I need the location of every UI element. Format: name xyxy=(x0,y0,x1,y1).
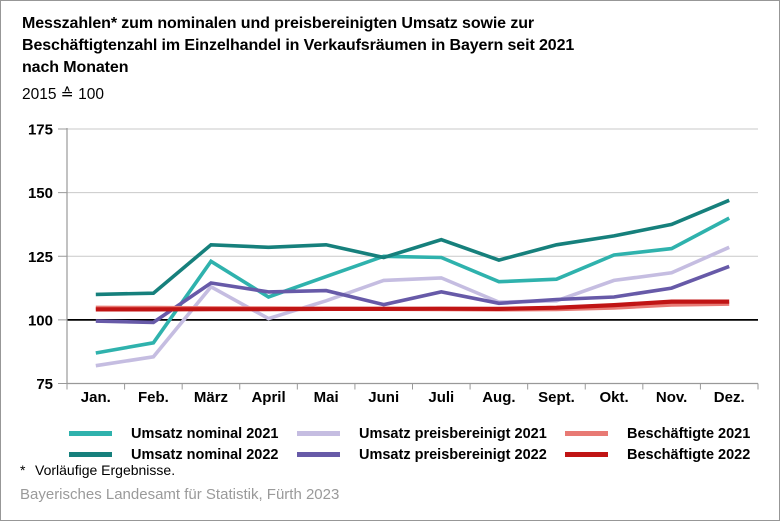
x-month-label-7: Juli xyxy=(428,389,454,406)
footnote: * Vorläufige Ergebnisse. xyxy=(20,462,175,478)
legend-swatch xyxy=(297,431,340,436)
legend-swatch xyxy=(69,431,112,436)
legend-label: Beschäftigte 2022 xyxy=(627,446,751,463)
legend-label: Beschäftigte 2021 xyxy=(627,425,751,442)
y-tick-label-175: 175 xyxy=(28,122,53,139)
source-note: Bayerisches Landesamt für Statistik, Für… xyxy=(20,486,340,503)
footnote-text: Vorläufige Ergebnisse. xyxy=(35,462,176,478)
x-month-label-9: Sept. xyxy=(538,389,575,406)
legend-item-umsatz-nominal-2021: Umsatz nominal 2021 xyxy=(69,425,278,442)
legend-item-umsatz-preisbereinigt-2022: Umsatz preisbereinigt 2022 xyxy=(297,446,547,463)
x-month-label-6: Juni xyxy=(368,389,399,406)
x-month-label-12: Dez. xyxy=(714,389,745,406)
x-month-label-8: Aug. xyxy=(482,389,515,406)
series-line-umsatz-nominal-2022 xyxy=(95,198,730,297)
x-month-label-10: Okt. xyxy=(599,389,628,406)
legend-swatch xyxy=(565,431,608,436)
series-line-umsatz-preisbereinigt-2022 xyxy=(95,264,730,325)
legend-label: Umsatz preisbereinigt 2021 xyxy=(359,425,547,442)
y-tick-label-100: 100 xyxy=(28,312,53,329)
y-tick-label-125: 125 xyxy=(28,249,53,266)
series-line-umsatz-preisbereinigt-2021 xyxy=(95,245,730,368)
legend-swatch xyxy=(297,452,340,457)
x-month-label-2: Feb. xyxy=(138,389,169,406)
x-month-label-4: April xyxy=(251,389,285,406)
chart-subtitle: 2015 ≙ 100 xyxy=(22,86,104,103)
legend-item-umsatz-preisbereinigt-2021: Umsatz preisbereinigt 2021 xyxy=(297,425,547,442)
x-month-label-5: Mai xyxy=(314,389,339,406)
legend-item-besch-ftigte-2022: Beschäftigte 2022 xyxy=(565,446,750,463)
chart-title: Messzahlen* zum nominalen und preisberei… xyxy=(22,15,575,76)
series-line-besch-ftigte-2022 xyxy=(95,299,730,312)
y-tick-label-75: 75 xyxy=(36,376,53,393)
footnote-asterisk: * xyxy=(20,462,26,478)
legend-item-besch-ftigte-2021: Beschäftigte 2021 xyxy=(565,425,750,442)
x-month-label-1: Jan. xyxy=(81,389,111,406)
x-month-label-3: März xyxy=(194,389,228,406)
x-month-label-11: Nov. xyxy=(656,389,687,406)
legend-label: Umsatz preisbereinigt 2022 xyxy=(359,446,547,463)
legend-label: Umsatz nominal 2022 xyxy=(131,446,279,463)
legend-label: Umsatz nominal 2021 xyxy=(131,425,279,442)
legend-swatch xyxy=(69,452,112,457)
legend-swatch xyxy=(565,452,608,457)
legend-item-umsatz-nominal-2022: Umsatz nominal 2022 xyxy=(69,446,278,463)
y-tick-label-150: 150 xyxy=(28,185,53,202)
series-line-umsatz-nominal-2021 xyxy=(95,216,731,355)
series-line-besch-ftigte-2021 xyxy=(95,301,730,312)
